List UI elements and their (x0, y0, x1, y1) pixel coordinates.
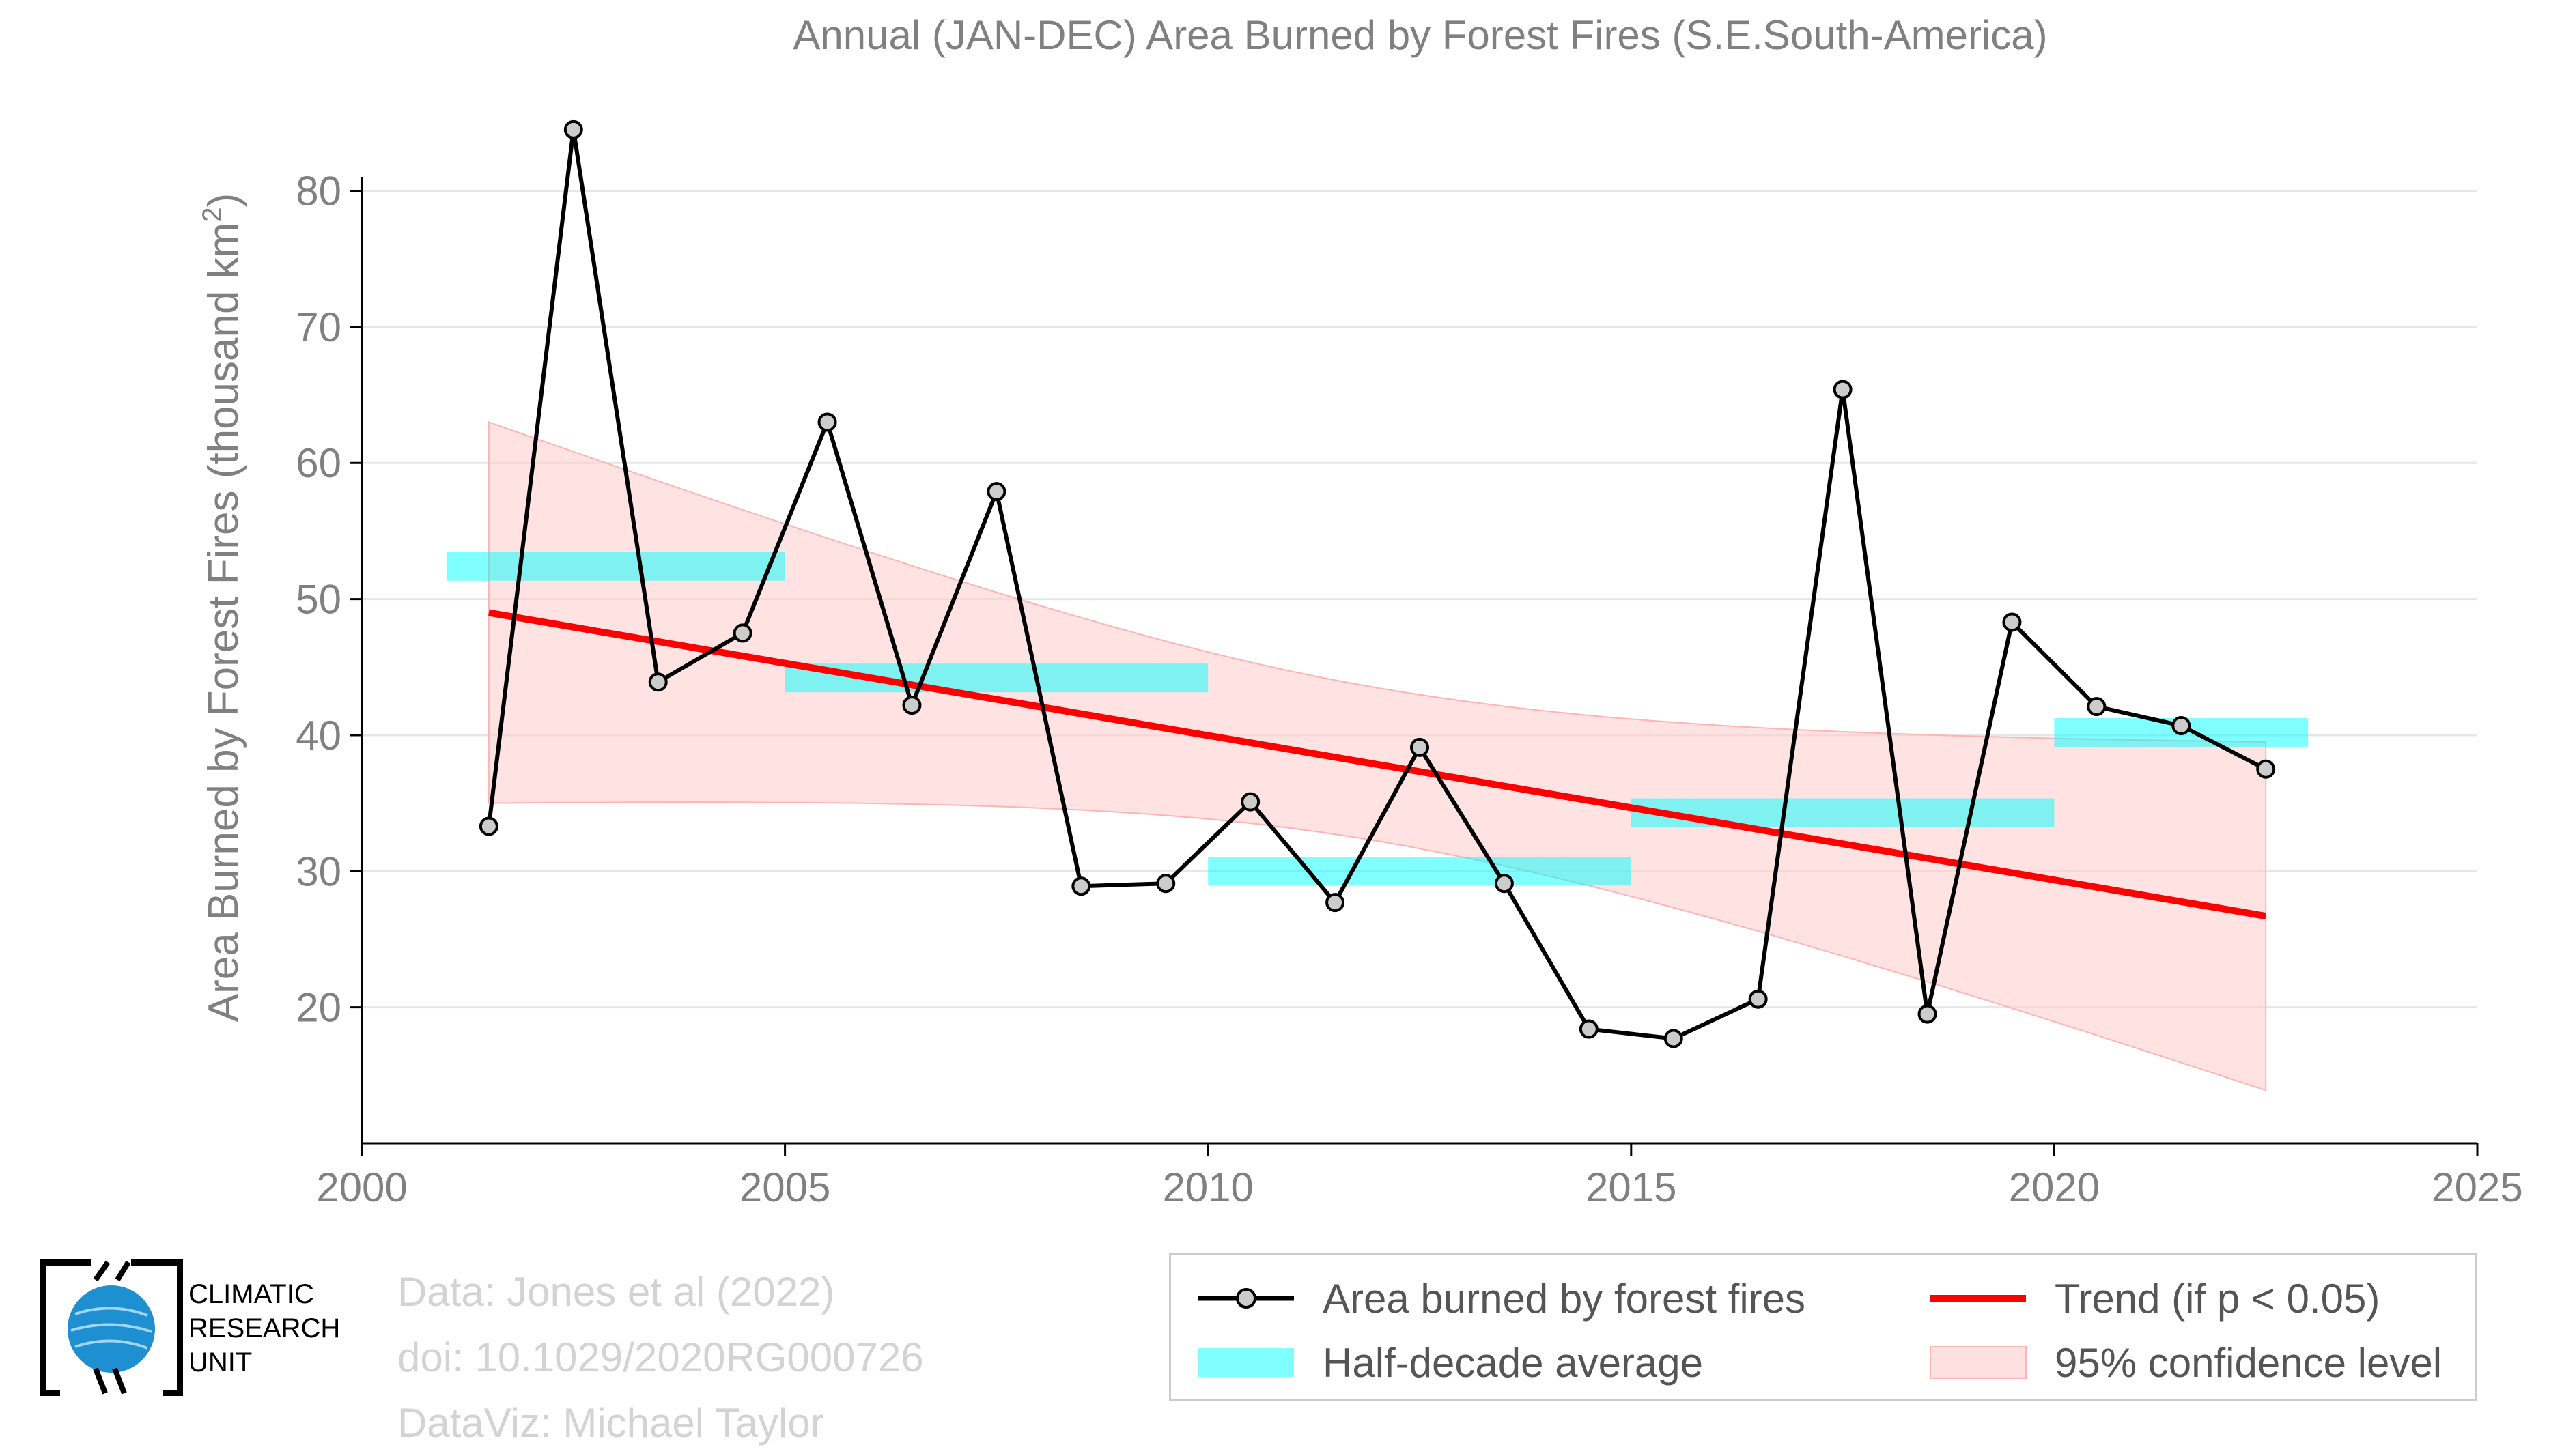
half-decade-bar-4 (1631, 798, 2055, 827)
x-tick-label-2000: 2000 (316, 1165, 407, 1210)
legend-label-half-decade: Half-decade average (1323, 1339, 1704, 1386)
data-point-2003.5 (648, 672, 668, 692)
data-point-2021.5 (2171, 715, 2191, 735)
data-point-2017.5 (1833, 380, 1853, 399)
legend-label-confidence: 95% confidence level (2055, 1339, 2442, 1386)
chart: Annual (JAN-DEC) Area Burned by Forest F… (197, 12, 2523, 1210)
legend-item-area-burned: Area burned by forest fires (1192, 1268, 1805, 1329)
half-decade-bar-1 (446, 552, 785, 581)
logo-line-2: RESEARCH (188, 1313, 341, 1343)
credits: Data: Jones et al (2022) doi: 10.1029/20… (397, 1259, 924, 1456)
cru-logo: CLIMATIC RESEARCH UNIT (39, 1259, 354, 1397)
data-point-2007.5 (987, 482, 1006, 502)
legend-swatch-trend (1924, 1268, 2033, 1329)
y-axis-label-end: ) (200, 193, 247, 208)
cru-logo-text: CLIMATIC RESEARCH UNIT (188, 1277, 340, 1380)
data-point-2020.5 (2087, 697, 2107, 717)
y-tick-label-80: 80 (296, 169, 341, 214)
data-point-2004.5 (733, 623, 752, 643)
legend-label-trend: Trend (if p < 0.05) (2055, 1275, 2380, 1322)
logo-line-1: CLIMATIC (188, 1279, 314, 1309)
legend-swatch-confidence (1924, 1332, 2033, 1393)
y-tick-label-20: 20 (296, 985, 341, 1031)
legend-item-confidence: 95% confidence level (1924, 1332, 2442, 1393)
series-line-layer (486, 127, 2267, 1041)
y-axis-label: Area Burned by Forest Fires (thousand km… (197, 193, 247, 1023)
axes-layer: 20 30 40 50 60 70 80 2000 2005 2010 2015 2020 2025 (296, 169, 2522, 1210)
x-tick-label-2020: 2020 (2009, 1165, 2100, 1210)
data-point-2015.5 (1663, 1029, 1683, 1048)
area-burned-line (486, 127, 2267, 1041)
credit-dataviz: DataViz: Michael Taylor (397, 1400, 824, 1446)
legend-item-half-decade: Half-decade average (1192, 1332, 1703, 1393)
credit-data-source: Data: Jones et al (2022) (397, 1269, 835, 1315)
y-tick-label-70: 70 (296, 304, 341, 350)
trend-line (488, 609, 2267, 920)
half-decade-bar-2 (785, 663, 1209, 693)
data-point-2010.5 (1241, 792, 1261, 812)
trend-layer (488, 609, 2267, 920)
data-point-2001.5 (479, 816, 498, 836)
half-decade-bar-3 (1208, 857, 1631, 886)
points-layer (479, 119, 2276, 1048)
y-axis-label-main: Area Burned by Forest Fires (thousand km (200, 223, 247, 1023)
legend-label-area-burned: Area burned by forest fires (1323, 1275, 1806, 1322)
data-point-2018.5 (1917, 1004, 1937, 1024)
data-point-2011.5 (1325, 893, 1345, 913)
data-point-2012.5 (1410, 737, 1429, 757)
x-tick-label-2015: 2015 (1586, 1165, 1676, 1210)
data-point-2002.5 (563, 119, 583, 139)
chart-title: Annual (JAN-DEC) Area Burned by Forest F… (793, 12, 2047, 58)
logo-line-3: UNIT (188, 1347, 253, 1378)
x-tick-label-2025: 2025 (2432, 1165, 2522, 1210)
data-point-2014.5 (1579, 1019, 1599, 1039)
x-tick-label-2010: 2010 (1162, 1165, 1253, 1210)
legend-item-trend: Trend (if p < 0.05) (1924, 1268, 2380, 1329)
data-point-2019.5 (2002, 612, 2022, 632)
y-tick-label-60: 60 (296, 440, 341, 486)
data-point-2008.5 (1071, 876, 1091, 896)
confidence-band-layer (488, 421, 2267, 1091)
y-axis-label-sup: 2 (197, 207, 227, 222)
y-tick-label-50: 50 (296, 577, 341, 623)
x-tick-label-2005: 2005 (740, 1165, 830, 1210)
credit-doi: doi: 10.1029/2020RG000726 (397, 1334, 924, 1380)
y-tick-label-40: 40 (296, 713, 341, 758)
confidence-band (488, 421, 2267, 1091)
data-point-2022.5 (2256, 759, 2276, 779)
data-point-2009.5 (1156, 874, 1176, 894)
data-point-2005.5 (817, 412, 837, 432)
cru-logo-mark (39, 1259, 184, 1397)
data-point-2013.5 (1494, 874, 1514, 894)
legend-swatch-half-decade (1192, 1332, 1301, 1393)
legend: Area burned by forest fires Half-decade … (1169, 1253, 2477, 1401)
data-point-2006.5 (902, 696, 922, 715)
y-tick-label-30: 30 (296, 848, 341, 894)
legend-swatch-line (1192, 1268, 1301, 1329)
data-point-2016.5 (1748, 989, 1768, 1009)
half-decade-layer (446, 552, 2309, 886)
